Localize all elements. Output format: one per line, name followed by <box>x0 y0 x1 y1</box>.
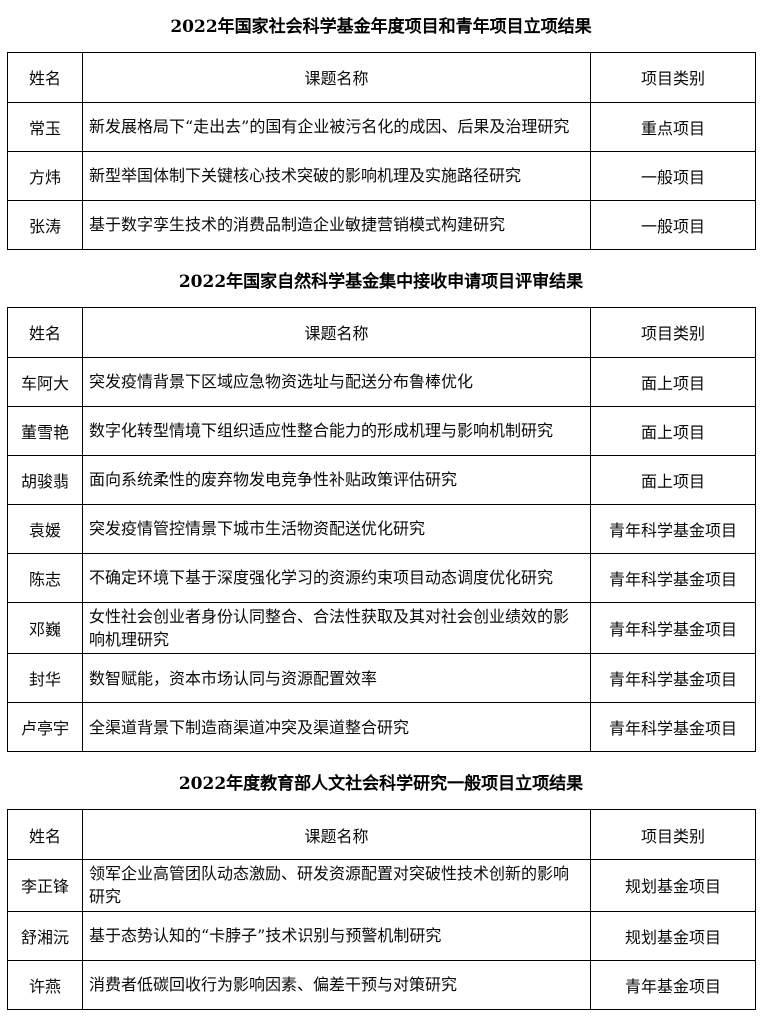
table-row: 车阿大 突发疫情背景下区域应急物资选址与配送分布鲁棒优化 面上项目 <box>7 356 756 407</box>
name-cell: 卢亭宇 <box>7 702 83 753</box>
table-row: 封华 数智赋能，资本市场认同与资源配置效率 青年科学基金项目 <box>7 653 756 704</box>
header-cell-topic: 课题名称 <box>82 306 591 358</box>
topic-cell: 领军企业高管团队动态激励、研发资源配置对突破性技术创新的影响研究 <box>82 859 591 912</box>
name-cell: 董雪艳 <box>7 405 83 456</box>
results-table: 姓名 课题名称 项目类别 车阿大 突发疫情背景下区域应急物资选址与配送分布鲁棒优化 面上项… <box>7 306 756 753</box>
topic-cell: 数智赋能，资本市场认同与资源配置效率 <box>82 653 591 704</box>
category-cell: 青年科学基金项目 <box>590 601 756 655</box>
name-cell: 张涛 <box>7 199 83 250</box>
name-cell: 常玉 <box>7 101 83 152</box>
section-title: 2022年国家社会科学基金年度项目和青年项目立项结果 <box>170 17 592 37</box>
topic-cell: 新型举国体制下关键核心技术突破的影响机理及实施路径研究 <box>82 150 591 201</box>
header-cell-category: 项目类别 <box>590 51 756 103</box>
category-cell: 青年基金项目 <box>590 959 756 1010</box>
table-row: 许燕 消费者低碳回收行为影响因素、偏差干预与对策研究 青年基金项目 <box>7 959 756 1010</box>
table-row: 方炜 新型举国体制下关键核心技术突破的影响机理及实施路径研究 一般项目 <box>7 150 756 201</box>
category-cell: 重点项目 <box>590 101 756 152</box>
name-cell: 封华 <box>7 653 83 704</box>
category-cell: 一般项目 <box>590 199 756 250</box>
table-header-row: 姓名 课题名称 项目类别 <box>7 51 756 103</box>
topic-cell: 面向系统柔性的废弃物发电竞争性补贴政策评估研究 <box>82 454 591 505</box>
header-cell-topic: 课题名称 <box>82 51 591 103</box>
name-cell: 邓巍 <box>7 601 83 655</box>
name-cell: 袁媛 <box>7 503 83 554</box>
table-header-row: 姓名 课题名称 项目类别 <box>7 809 756 861</box>
category-cell: 青年科学基金项目 <box>590 702 756 753</box>
header-cell-name: 姓名 <box>7 306 83 358</box>
name-cell: 许燕 <box>7 959 83 1010</box>
table-header-row: 姓名 课题名称 项目类别 <box>7 306 756 358</box>
table-row: 舒湘沅 基于态势认知的“卡脖子”技术识别与预警机制研究 规划基金项目 <box>7 910 756 961</box>
name-cell: 方炜 <box>7 150 83 201</box>
result-section-2: 2022年国家自然科学基金集中接收申请项目评审结果 姓名 课题名称 项目类别 车阿大 突发… <box>7 271 756 753</box>
name-cell: 舒湘沅 <box>7 910 83 961</box>
category-cell: 面上项目 <box>590 356 756 407</box>
topic-cell: 突发疫情管控情景下城市生活物资配送优化研究 <box>82 503 591 554</box>
topic-cell: 基于态势认知的“卡脖子”技术识别与预警机制研究 <box>82 910 591 961</box>
category-cell: 青年科学基金项目 <box>590 653 756 704</box>
name-cell: 车阿大 <box>7 356 83 407</box>
topic-cell: 突发疫情背景下区域应急物资选址与配送分布鲁棒优化 <box>82 356 591 407</box>
table-row: 陈志 不确定环境下基于深度强化学习的资源约束项目动态调度优化研究 青年科学基金项目 <box>7 552 756 603</box>
result-section-3: 2022年度教育部人文社会科学研究一般项目立项结果 姓名 课题名称 项目类别 李正锋 领军… <box>7 773 756 1010</box>
topic-cell: 女性社会创业者身份认同整合、合法性获取及其对社会创业绩效的影响机理研究 <box>82 601 591 655</box>
category-cell: 青年科学基金项目 <box>590 552 756 603</box>
results-table: 姓名 课题名称 项目类别 常玉 新发展格局下“走出去”的国有企业被污名化的成因、后果及治… <box>7 51 756 250</box>
topic-cell: 消费者低碳回收行为影响因素、偏差干预与对策研究 <box>82 959 591 1010</box>
table-row: 常玉 新发展格局下“走出去”的国有企业被污名化的成因、后果及治理研究 重点项目 <box>7 101 756 152</box>
section-title: 2022年度教育部人文社会科学研究一般项目立项结果 <box>178 774 584 795</box>
category-cell: 面上项目 <box>590 405 756 456</box>
header-cell-name: 姓名 <box>7 51 83 103</box>
section-title: 2022年国家自然科学基金集中接收申请项目评审结果 <box>178 271 584 292</box>
results-table: 姓名 课题名称 项目类别 李正锋 领军企业高管团队动态激励、研发资源配置对突破性技术创新… <box>7 809 756 1010</box>
category-cell: 一般项目 <box>590 150 756 201</box>
category-cell: 规划基金项目 <box>590 859 756 912</box>
topic-cell: 不确定环境下基于深度强化学习的资源约束项目动态调度优化研究 <box>82 552 591 603</box>
header-cell-category: 项目类别 <box>590 306 756 358</box>
category-cell: 面上项目 <box>590 454 756 505</box>
header-cell-topic: 课题名称 <box>82 809 591 861</box>
header-cell-name: 姓名 <box>7 809 83 861</box>
topic-cell: 全渠道背景下制造商渠道冲突及渠道整合研究 <box>82 702 591 753</box>
topic-cell: 新发展格局下“走出去”的国有企业被污名化的成因、后果及治理研究 <box>82 101 591 152</box>
category-cell: 青年科学基金项目 <box>590 503 756 554</box>
table-row: 袁媛 突发疫情管控情景下城市生活物资配送优化研究 青年科学基金项目 <box>7 503 756 554</box>
topic-cell: 数字化转型情境下组织适应性整合能力的形成机理与影响机制研究 <box>82 405 591 456</box>
header-cell-category: 项目类别 <box>590 809 756 861</box>
category-cell: 规划基金项目 <box>590 910 756 961</box>
name-cell: 胡骏翡 <box>7 454 83 505</box>
table-row: 胡骏翡 面向系统柔性的废弃物发电竞争性补贴政策评估研究 面上项目 <box>7 454 756 505</box>
result-section-1: 2022年国家社会科学基金年度项目和青年项目立项结果 姓名 课题名称 项目类别 常玉 新发… <box>7 16 756 250</box>
topic-cell: 基于数字孪生技术的消费品制造企业敏捷营销模式构建研究 <box>82 199 591 250</box>
table-row: 董雪艳 数字化转型情境下组织适应性整合能力的形成机理与影响机制研究 面上项目 <box>7 405 756 456</box>
table-row: 李正锋 领军企业高管团队动态激励、研发资源配置对突破性技术创新的影响研究 规划基金项… <box>7 859 756 912</box>
name-cell: 陈志 <box>7 552 83 603</box>
name-cell: 李正锋 <box>7 859 83 912</box>
table-row: 张涛 基于数字孪生技术的消费品制造企业敏捷营销模式构建研究 一般项目 <box>7 199 756 250</box>
table-row: 卢亭宇 全渠道背景下制造商渠道冲突及渠道整合研究 青年科学基金项目 <box>7 702 756 753</box>
table-row: 邓巍 女性社会创业者身份认同整合、合法性获取及其对社会创业绩效的影响机理研究 青年科… <box>7 601 756 655</box>
